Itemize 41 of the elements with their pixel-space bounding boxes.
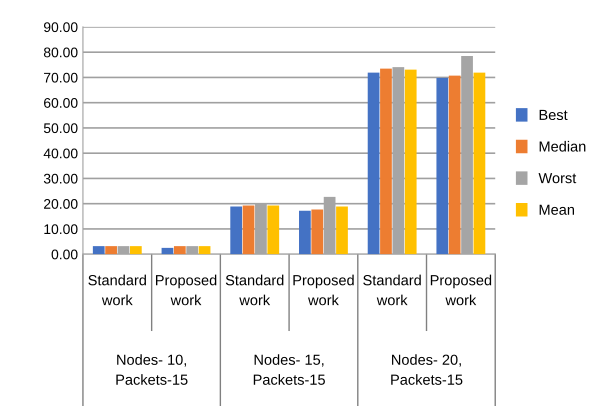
y-tick-label: 70.00 [44, 72, 78, 83]
x-tick-label: Proposed work [430, 274, 492, 306]
y-tick-label: 50.00 [44, 123, 78, 134]
y-tick-label: 40.00 [44, 148, 78, 158]
y-tick-label: 30.00 [44, 174, 78, 184]
bar [130, 246, 142, 254]
x-tick-label: Proposed work [156, 274, 216, 306]
x-tick-label: Standard work [363, 274, 421, 306]
y-tick-label: 10.00 [44, 224, 78, 234]
y-tick-label: 90.00 [44, 22, 78, 32]
bar [174, 246, 186, 254]
bar [162, 248, 174, 254]
bar [311, 209, 324, 254]
legend-label: Mean [540, 204, 574, 215]
bar [242, 205, 254, 254]
x-tick-label: Standard work [88, 274, 146, 306]
bar [336, 206, 348, 254]
bar [474, 72, 486, 254]
bar [404, 70, 417, 254]
legend-label: Best [540, 110, 568, 120]
text: Nodes- 10, Packets-15 [116, 354, 188, 385]
y-tick-label: 80.00 [44, 48, 78, 58]
y-tick-label: 60.00 [44, 98, 78, 108]
x-tick-label: Proposed work [293, 274, 354, 306]
bar [230, 206, 242, 254]
bar [448, 76, 461, 254]
x-tick-label: Standard work [226, 274, 284, 306]
bar [92, 246, 105, 254]
y-tick-label: 0.00 [52, 250, 78, 260]
text: Nodes- 20, Packets-15 [391, 354, 462, 385]
bar [436, 78, 448, 254]
bar [198, 246, 210, 254]
text: Nodes- 15, Packets-15 [254, 354, 325, 385]
y-tick-label: 20.00 [44, 199, 78, 209]
bar [380, 68, 392, 254]
bar [105, 246, 117, 254]
bar [267, 205, 280, 254]
legend-label: Median [540, 140, 586, 152]
legend-label: Worst [538, 173, 576, 184]
bar [299, 210, 311, 254]
bar [368, 72, 380, 254]
